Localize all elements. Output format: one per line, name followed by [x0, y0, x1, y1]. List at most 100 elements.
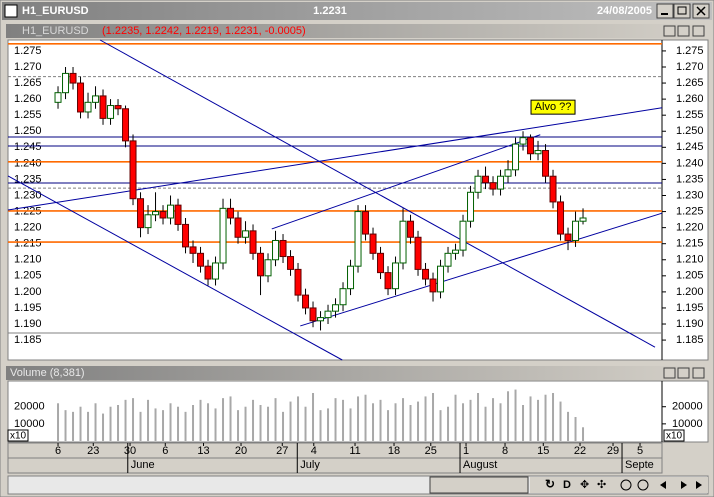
- volume-bar: [567, 411, 570, 441]
- maximize-button[interactable]: [673, 3, 691, 19]
- x-tick-label: 25: [425, 445, 437, 457]
- volume-bar: [544, 394, 547, 441]
- volume-bar: [109, 406, 112, 441]
- candle-body: [377, 252, 385, 274]
- pan-icon[interactable]: ✣: [597, 479, 606, 491]
- minimize-button[interactable]: [656, 3, 674, 19]
- x-tick-label: 23: [87, 445, 99, 457]
- x-tick-label: 6: [162, 445, 168, 457]
- volume-bar: [274, 398, 277, 441]
- candle-body: [414, 236, 422, 270]
- candle-body: [407, 220, 415, 238]
- panel-buttons[interactable]: [663, 25, 705, 379]
- candle-body: [504, 169, 512, 177]
- candle-body: [272, 239, 280, 261]
- volume-bar: [499, 403, 502, 441]
- volume-bar: [79, 406, 82, 441]
- candle-body: [159, 211, 167, 219]
- month-label: June: [131, 459, 155, 471]
- candle-body: [294, 268, 302, 296]
- y-tick-label: 1.235: [14, 173, 42, 185]
- y-tick-label: 20000: [14, 401, 45, 413]
- y-tick-label: 1.260: [676, 93, 704, 105]
- month-label: August: [463, 459, 497, 471]
- candle-body: [527, 137, 535, 155]
- volume-bar: [214, 408, 217, 441]
- toolbar[interactable]: ↻ D ✥ ✣: [530, 477, 708, 493]
- panel-close-button[interactable]: [692, 367, 705, 379]
- y-tick-label: 10000: [672, 418, 703, 430]
- panel-max-button[interactable]: [677, 25, 690, 37]
- volume-bar: [507, 391, 510, 441]
- panel-min-button[interactable]: [663, 367, 676, 379]
- volume-bar: [372, 403, 375, 441]
- volume-bar: [357, 396, 360, 441]
- window-price: 1.2231: [313, 5, 347, 17]
- candle-body: [399, 220, 407, 264]
- panel-min-button[interactable]: [663, 25, 676, 37]
- y-tick-label: 1.215: [14, 238, 42, 250]
- volume-bar: [327, 408, 330, 441]
- volume-bar: [199, 399, 202, 441]
- candle-body: [77, 82, 85, 113]
- candle-body: [84, 101, 92, 113]
- y-tick-label: 1.220: [14, 222, 42, 234]
- volume-bar: [552, 393, 555, 441]
- candle-body: [437, 265, 445, 293]
- candle-body: [429, 278, 437, 293]
- y-tick-label: 1.200: [14, 286, 42, 298]
- candle-body: [287, 256, 295, 270]
- x-tick-label: 18: [388, 445, 400, 457]
- y-tick-label: 1.230: [676, 189, 704, 201]
- candle-body: [444, 252, 452, 267]
- refresh-icon[interactable]: ↻: [545, 477, 555, 491]
- y-tick-label: 1.250: [676, 125, 704, 137]
- volume-bar: [259, 405, 262, 441]
- candle-body: [302, 294, 310, 309]
- zoom-out-button[interactable]: [620, 479, 632, 491]
- y-tick-label: 1.195: [676, 302, 704, 314]
- y-tick-label: 1.275: [676, 45, 704, 57]
- trend-line: [99, 39, 656, 348]
- volume-bar: [417, 401, 420, 441]
- candle-body: [572, 220, 580, 241]
- volume-bar: [252, 399, 255, 441]
- x-tick-label: 27: [276, 445, 288, 457]
- y-tick-label: 1.235: [676, 173, 704, 185]
- volume-bar: [64, 410, 67, 441]
- move-icon[interactable]: ✥: [580, 479, 589, 491]
- volume-bar: [387, 410, 390, 441]
- x-tick-label: 29: [607, 445, 619, 457]
- trend-line: [7, 107, 663, 211]
- volume-bar: [477, 393, 480, 441]
- y-tick-label: 1.205: [14, 270, 42, 282]
- y-tick-label: 1.185: [676, 334, 704, 346]
- panel-close-button[interactable]: [692, 25, 705, 37]
- annotation-box: [530, 99, 576, 115]
- volume-bar: [559, 401, 562, 441]
- zoom-in-button[interactable]: [637, 479, 649, 491]
- x-tick-label: 22: [574, 445, 586, 457]
- candle-body: [242, 230, 250, 238]
- window-buttons[interactable]: [656, 3, 710, 19]
- panel-max-button[interactable]: [677, 367, 690, 379]
- y-tick-label: 1.195: [14, 302, 42, 314]
- candle-body: [392, 262, 400, 290]
- candle-body: [474, 175, 482, 193]
- volume-bar: [184, 411, 187, 441]
- y-tick-label: 1.210: [14, 254, 42, 266]
- nav-buttons[interactable]: [660, 481, 702, 489]
- volume-bar: [582, 427, 585, 441]
- y-tick-label: 1.255: [676, 109, 704, 121]
- scroll-thumb[interactable]: [429, 476, 529, 494]
- panel-header: [6, 24, 708, 38]
- toolbar-bg: [530, 477, 708, 493]
- volume-bar: [409, 405, 412, 441]
- volume-bar: [102, 413, 105, 441]
- window-date: 24/08/2005: [597, 5, 652, 17]
- volume-bar: [349, 408, 352, 441]
- mode-button[interactable]: D: [563, 479, 571, 491]
- volume-bar: [492, 398, 495, 441]
- volume-bar: [304, 406, 307, 441]
